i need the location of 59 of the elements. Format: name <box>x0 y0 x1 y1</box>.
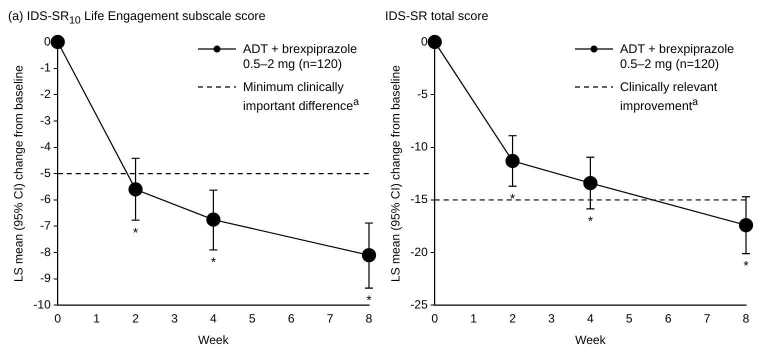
annotation: * <box>366 292 372 308</box>
y-tick-label: -15 <box>410 192 428 206</box>
x-tick-label: 4 <box>587 312 594 326</box>
x-axis-title: Week <box>198 333 230 348</box>
y-axis-title: LS mean (95% CI) change from baseline <box>12 64 26 282</box>
x-tick-label: 4 <box>210 312 218 326</box>
y-tick-label: -1 <box>40 60 52 75</box>
annotation: * <box>210 254 216 270</box>
y-tick-label: -9 <box>40 271 52 286</box>
y-axis-title: LS mean (95% CI) change from baseline <box>388 64 403 282</box>
y-tick-label: -4 <box>40 140 52 154</box>
y-tick-label: -6 <box>40 192 52 206</box>
y-tick-label: -7 <box>40 218 52 233</box>
annotation: * <box>743 258 749 274</box>
point <box>428 34 442 50</box>
point <box>362 248 376 262</box>
point <box>505 154 520 168</box>
point <box>206 212 220 227</box>
point <box>128 182 143 196</box>
chart-title: IDS-SR total score <box>385 8 490 25</box>
y-tick-label: -8 <box>40 244 52 259</box>
y-tick-label: -10 <box>33 298 52 312</box>
y-tick-label: -5 <box>417 86 428 101</box>
y-tick-label: -5 <box>40 166 52 180</box>
point <box>583 176 598 190</box>
x-tick-label: 8 <box>742 312 750 326</box>
legend-label: ADT + brexpiprazole 0.5–2 mg (n=120) <box>243 42 358 72</box>
y-tick-label: 0 <box>421 34 428 48</box>
legend-label: ADT + brexpiprazole 0.5–2 mg (n=120) <box>620 42 736 72</box>
x-tick-label: 8 <box>366 312 373 326</box>
x-axis-title: Week <box>575 333 607 348</box>
point <box>50 34 65 50</box>
annotation: * <box>588 213 593 228</box>
y-tick-label: -25 <box>410 298 428 312</box>
y-tick-label: -20 <box>410 244 428 259</box>
x-tick-label: 7 <box>704 312 711 326</box>
x-tick-label: 5 <box>626 312 633 326</box>
x-tick-label: 2 <box>509 312 516 326</box>
y-tick-label: -2 <box>40 86 52 101</box>
annotation: * <box>510 190 516 206</box>
x-tick-label: 7 <box>326 312 334 326</box>
chart-title: (a) IDS-SR$_{10}$ Life Engagement subscale score <box>8 8 267 28</box>
x-tick-label: 5 <box>248 312 256 326</box>
point <box>738 218 754 232</box>
x-tick-label: 1 <box>470 312 478 326</box>
x-tick-label: 6 <box>288 312 295 326</box>
x-tick-label: 0 <box>431 312 438 326</box>
x-tick-label: 3 <box>548 312 556 326</box>
x-tick-label: 1 <box>93 312 100 326</box>
legend-label: Clinically relevant improvement$^{a}$ <box>620 80 718 114</box>
x-tick-label: 3 <box>171 312 178 326</box>
y-tick-label: 0 <box>44 34 52 48</box>
x-tick-label: 2 <box>132 312 140 326</box>
legend-label: Minimum clinically important difference$^{a}$ <box>243 80 360 114</box>
y-tick-label: -3 <box>40 113 52 128</box>
annotation: * <box>133 224 138 240</box>
x-tick-label: 6 <box>664 312 672 326</box>
x-tick-label: 0 <box>54 312 62 326</box>
y-tick-label: -10 <box>410 140 428 154</box>
